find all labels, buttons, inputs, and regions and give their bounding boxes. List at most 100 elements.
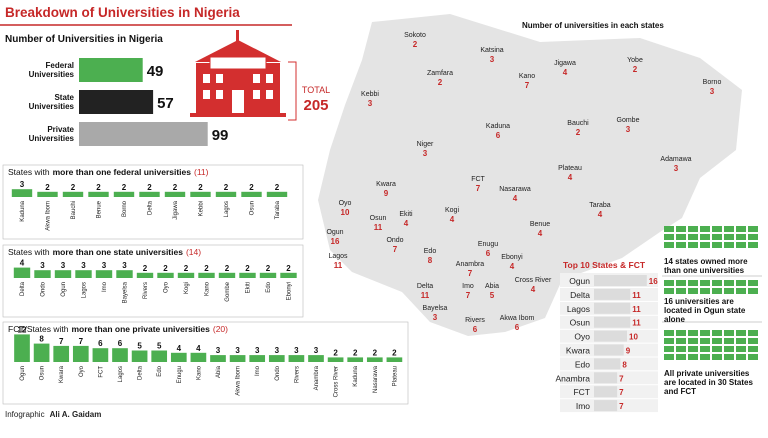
grid-icon (664, 280, 674, 286)
state-name: Kaduna (486, 123, 510, 130)
grid-icon (664, 288, 674, 294)
state-name: Ondo (386, 237, 403, 244)
value-label: 3 (255, 346, 260, 355)
value-label: 8 (39, 335, 44, 344)
category-label: Ogun (569, 276, 590, 286)
category-label: Ondo (275, 365, 281, 380)
grid-icon (736, 354, 746, 360)
bar (366, 357, 383, 362)
grid-icon (724, 288, 734, 294)
category-label: Ogun (61, 282, 67, 297)
grid-icon (724, 234, 734, 240)
bar (594, 372, 618, 384)
state-name: Bauchi (567, 120, 589, 127)
chart-title-part: States with (8, 247, 50, 257)
note: 16 universities are located in Ogun stat… (664, 297, 746, 324)
category-label: Imo (255, 365, 261, 376)
bar (139, 191, 160, 197)
bar (594, 344, 624, 356)
bar (308, 355, 324, 362)
category-label: Gombe (225, 281, 231, 301)
category-label: Anambra (556, 373, 591, 383)
grid-icon (676, 330, 686, 336)
bar (116, 270, 133, 278)
value-label: 4 (177, 344, 182, 353)
category-label: Cross River (334, 366, 340, 397)
grid-icon (664, 226, 674, 232)
value-label: 2 (275, 183, 280, 192)
grid-icon (712, 354, 722, 360)
bar (37, 191, 58, 197)
category-label: Kaduna (20, 200, 26, 221)
category-label: Benue (97, 200, 103, 218)
grid-icon (688, 234, 698, 240)
grid-icon (724, 338, 734, 344)
bar (229, 355, 246, 362)
value-label: 2 (266, 264, 271, 273)
bar (190, 191, 211, 197)
value-label: 3 (102, 261, 107, 270)
state-name: Ebonyi (501, 254, 523, 261)
bar (594, 302, 631, 314)
category-label: Plateau (392, 366, 398, 386)
state-value: 3 (490, 55, 495, 64)
bar (594, 316, 631, 328)
state-name: Yobe (627, 57, 643, 64)
bar (280, 272, 297, 278)
chart-title: States with more than one state universit… (8, 247, 201, 257)
bar (266, 191, 288, 197)
value-label: 11 (632, 291, 641, 300)
grid-icon (736, 234, 746, 240)
bar (249, 355, 266, 362)
category-label: Imo (102, 281, 108, 292)
state-value: 2 (438, 78, 443, 87)
state-value: 16 (331, 237, 340, 246)
state-value: 4 (598, 210, 603, 219)
value-label: 2 (184, 264, 189, 273)
value-label: 3 (216, 346, 221, 355)
category-label: Ekiti (246, 282, 252, 293)
value-label: 3 (275, 346, 280, 355)
grid-icon (748, 226, 758, 232)
state-name: Katsina (480, 47, 503, 54)
category-label: Ondo (41, 281, 47, 296)
grid-icon (712, 338, 722, 344)
category-label: Delta (570, 290, 590, 300)
value-label: 16 (649, 277, 658, 286)
grid-icon (664, 354, 674, 360)
grid-icon (748, 288, 758, 294)
value-label: 3 (20, 180, 25, 189)
bar (79, 58, 143, 82)
category-label: Edo (266, 281, 272, 292)
state-name: Imo (462, 283, 474, 290)
value-label: 2 (245, 264, 250, 273)
category-label: Kaduna (353, 365, 359, 386)
grid-icon (712, 242, 722, 248)
grid-icon (712, 280, 722, 286)
state-name: Anambra (456, 261, 485, 268)
state-value: 7 (393, 245, 398, 254)
grid-icon (736, 242, 746, 248)
category-label: Akwa Ibom (236, 366, 242, 396)
state-value: 6 (473, 325, 478, 334)
grid-icon (676, 354, 686, 360)
state-value: 2 (633, 65, 638, 74)
category-label: Private Universities (29, 125, 75, 143)
value-label: 6 (98, 339, 103, 348)
state-value: 4 (563, 68, 568, 77)
state-value: 3 (674, 164, 679, 173)
state-name: Kebbi (361, 91, 379, 98)
bar (13, 267, 31, 278)
bar (131, 350, 148, 362)
state-name: Niger (417, 141, 434, 148)
grid-icon (700, 338, 710, 344)
state-value: 9 (384, 189, 389, 198)
category-label: Ebonyi (287, 282, 293, 300)
state-value: 3 (423, 149, 428, 158)
grid-icon (664, 242, 674, 248)
grid-icon (676, 242, 686, 248)
grid-icon (712, 346, 722, 352)
state-value: 6 (486, 249, 491, 258)
state-name: Rivers (465, 317, 485, 324)
bar (190, 352, 207, 362)
